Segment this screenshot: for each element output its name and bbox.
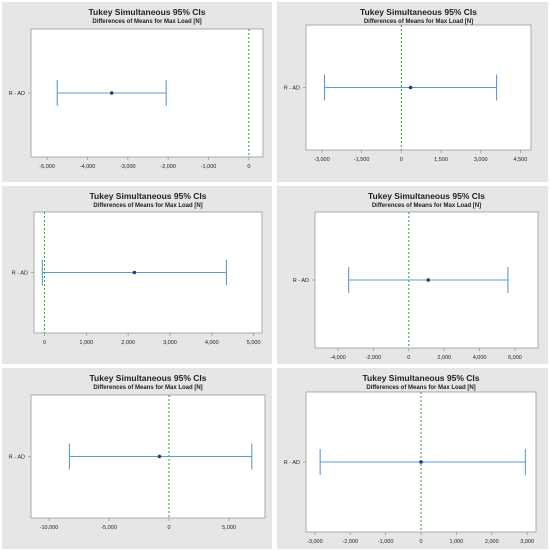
y-category-label: R - AD bbox=[12, 271, 28, 277]
x-tick-label: -10,000 bbox=[40, 525, 59, 531]
chart-title: Tukey Simultaneous 95% CIs bbox=[360, 7, 477, 17]
x-tick-label: -5,000 bbox=[39, 164, 55, 170]
x-tick-label: -4,000 bbox=[330, 355, 346, 361]
chart-panel-2: Tukey Simultaneous 95% CIs Differences of… bbox=[277, 2, 548, 182]
x-tick-label: -2,000 bbox=[160, 164, 176, 170]
mean-difference-point bbox=[419, 460, 423, 464]
chart-panel-6: Tukey Simultaneous 95% CIs Differences of… bbox=[277, 368, 548, 549]
x-tick-label: 5,000 bbox=[222, 525, 236, 531]
x-tick-label: -1,500 bbox=[354, 157, 370, 163]
x-tick-label: 4,500 bbox=[514, 157, 528, 163]
mean-difference-point bbox=[109, 91, 114, 95]
chart-title: Tukey Simultaneous 95% CIs bbox=[89, 7, 206, 17]
chart-subtitle: Differences of Means for Max Load [N] bbox=[93, 203, 202, 209]
x-tick-label: 0 bbox=[247, 164, 250, 170]
x-tick-label: -2,000 bbox=[366, 355, 382, 361]
x-tick-label: -1,000 bbox=[201, 164, 217, 170]
x-tick-label: -3,000 bbox=[307, 539, 323, 545]
mean-difference-point bbox=[408, 85, 413, 90]
x-tick-label: -1,000 bbox=[378, 539, 394, 545]
mean-difference-point bbox=[132, 270, 137, 275]
y-category-label: R - AD bbox=[9, 91, 25, 97]
x-tick-label: -3,000 bbox=[314, 157, 330, 163]
x-tick-label: 1,000 bbox=[79, 340, 93, 346]
x-tick-label: 3,000 bbox=[520, 539, 534, 545]
x-tick-label: 6,000 bbox=[508, 355, 522, 361]
x-tick-label: 0 bbox=[407, 355, 410, 361]
x-tick-label: 1,500 bbox=[434, 157, 448, 163]
chart-subtitle: Differences of Means for Max Load [N] bbox=[372, 203, 481, 209]
x-tick-label: 0 bbox=[167, 525, 170, 531]
chart-subtitle: Differences of Means for Max Load [N] bbox=[366, 385, 475, 391]
chart-panel-3: Tukey Simultaneous 95% CIs Differences of… bbox=[2, 186, 272, 364]
x-tick-label: -3,000 bbox=[120, 164, 136, 170]
x-tick-label: -2,000 bbox=[342, 539, 358, 545]
mean-difference-point bbox=[426, 278, 431, 282]
x-tick-label: 1,000 bbox=[450, 539, 464, 545]
chart-title: Tukey Simultaneous 95% CIs bbox=[368, 191, 485, 201]
chart-title: Tukey Simultaneous 95% CIs bbox=[90, 373, 207, 383]
chart-panel-4: Tukey Simultaneous 95% CIs Differences of… bbox=[277, 186, 548, 364]
chart-title: Tukey Simultaneous 95% CIs bbox=[363, 373, 480, 383]
y-category-label: R - AD bbox=[284, 86, 300, 92]
x-tick-label: 0 bbox=[419, 539, 422, 545]
x-tick-label: 3,000 bbox=[474, 157, 488, 163]
x-tick-label: 2,000 bbox=[437, 355, 451, 361]
x-tick-label: 4,000 bbox=[205, 340, 219, 346]
x-tick-label: 2,000 bbox=[121, 340, 135, 346]
x-tick-label: 0 bbox=[43, 340, 46, 346]
chart-title: Tukey Simultaneous 95% CIs bbox=[90, 191, 207, 201]
mean-difference-point bbox=[157, 454, 162, 459]
x-tick-label: 4,000 bbox=[473, 355, 487, 361]
y-category-label: R - AD bbox=[284, 460, 300, 466]
x-tick-label: 3,000 bbox=[163, 340, 177, 346]
chart-subtitle: Differences of Means for Max Load [N] bbox=[92, 19, 201, 25]
x-tick-label: -4,000 bbox=[80, 164, 96, 170]
chart-panel-5: Tukey Simultaneous 95% CIs Differences of… bbox=[2, 368, 272, 549]
chart-subtitle: Differences of Means for Max Load [N] bbox=[93, 385, 202, 391]
chart-panel-1: Tukey Simultaneous 95% CIs Differences of… bbox=[2, 2, 272, 182]
x-tick-label: 0 bbox=[400, 157, 403, 163]
y-category-label: R - AD bbox=[293, 278, 309, 284]
y-category-label: R - AD bbox=[9, 455, 25, 461]
chart-subtitle: Differences of Means for Max Load [N] bbox=[364, 19, 473, 25]
x-tick-label: 2,000 bbox=[485, 539, 499, 545]
x-tick-label: 5,000 bbox=[247, 340, 261, 346]
x-tick-label: -5,000 bbox=[101, 525, 117, 531]
